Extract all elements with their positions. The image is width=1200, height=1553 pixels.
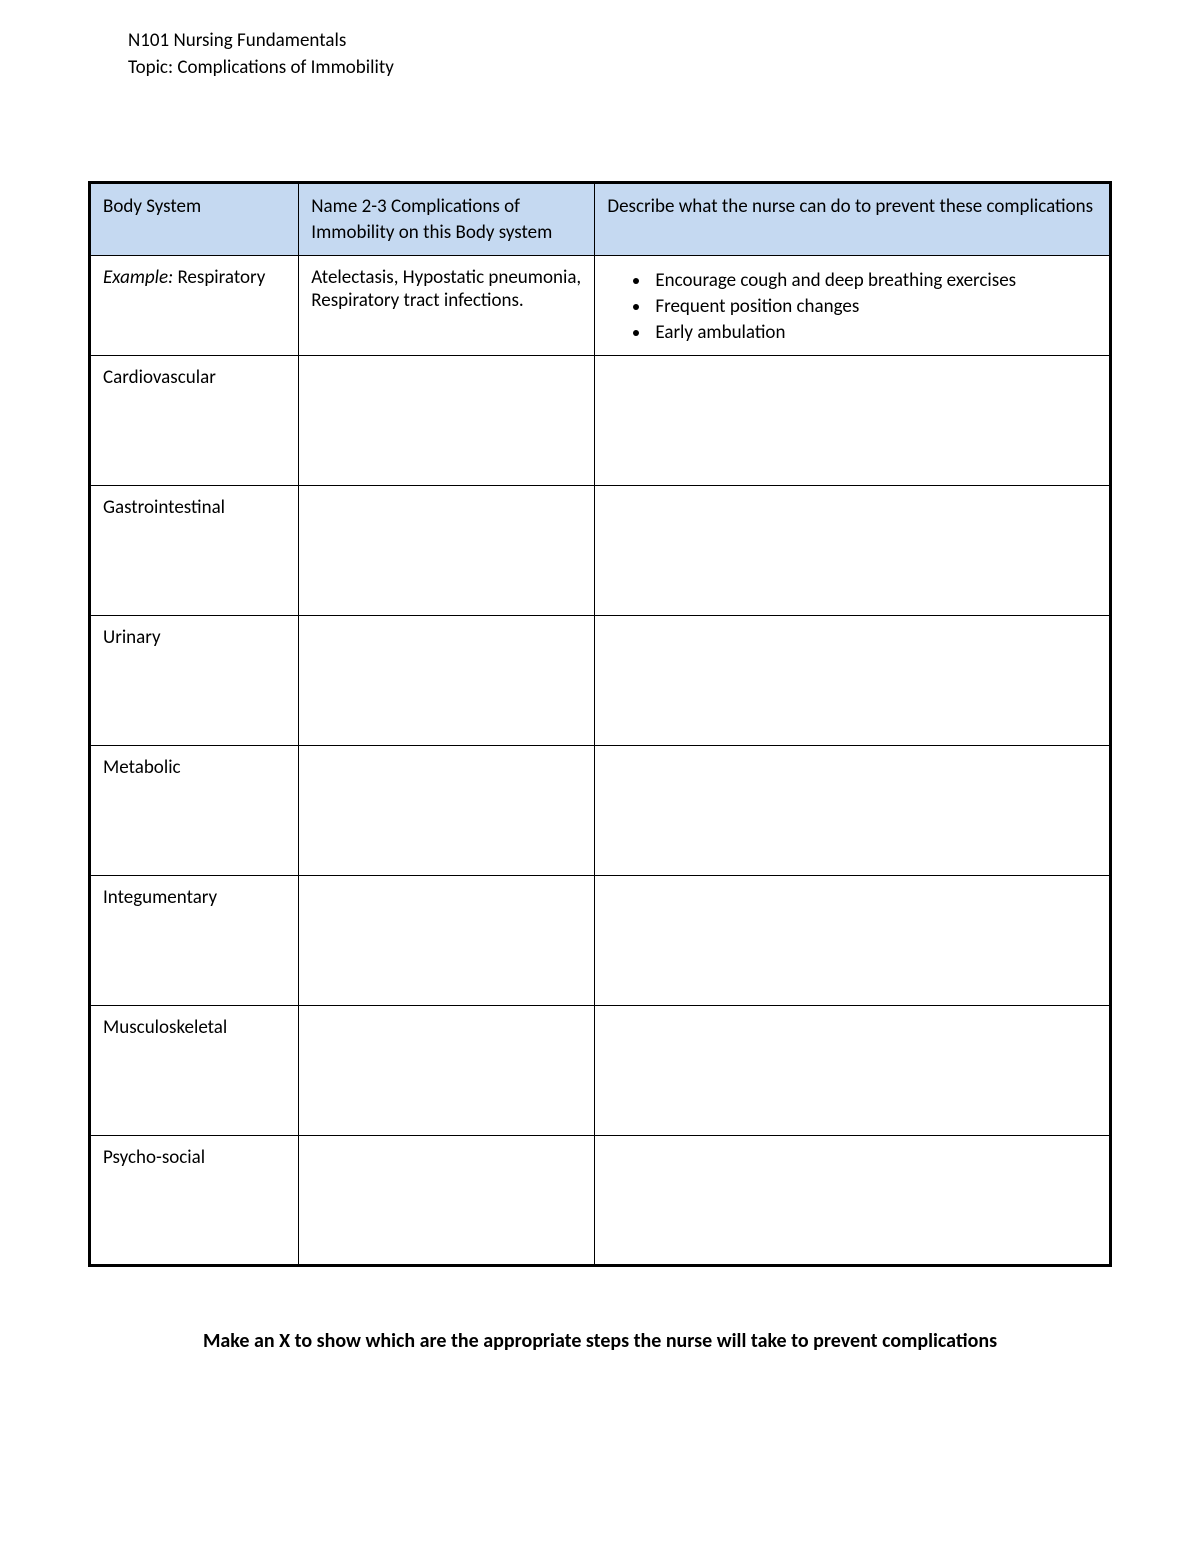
table-row: Psycho-social: [90, 1136, 1111, 1266]
col-header-prevention: Describe what the nurse can do to preven…: [595, 183, 1111, 256]
cell-complications: [299, 876, 595, 1006]
course-title: N101 Nursing Fundamentals: [128, 28, 1200, 55]
topic-title: Topic: Complications of Immobility: [128, 55, 1200, 82]
document-header: N101 Nursing Fundamentals Topic: Complic…: [128, 28, 1200, 81]
cell-prevention: [595, 876, 1111, 1006]
table-row: Metabolic: [90, 746, 1111, 876]
col-header-complications: Name 2-3 Complications of Immobility on …: [299, 183, 595, 256]
cell-prevention: [595, 1136, 1111, 1266]
prevention-item: Frequent position changes: [651, 294, 1097, 320]
table-row: Urinary: [90, 616, 1111, 746]
cell-complications: [299, 486, 595, 616]
cell-prevention: Encourage cough and deep breathing exerc…: [595, 256, 1111, 356]
prevention-list: Encourage cough and deep breathing exerc…: [607, 268, 1097, 345]
prevention-item: Encourage cough and deep breathing exerc…: [651, 268, 1097, 294]
cell-prevention: [595, 616, 1111, 746]
example-prefix: Example:: [103, 266, 177, 289]
cell-body-system: Example: Respiratory: [90, 256, 299, 356]
footer-instruction: Make an X to show which are the appropri…: [0, 1329, 1200, 1353]
cell-body-system: Integumentary: [90, 876, 299, 1006]
cell-prevention: [595, 356, 1111, 486]
cell-prevention: [595, 486, 1111, 616]
cell-body-system: Psycho-social: [90, 1136, 299, 1266]
table-header-row: Body System Name 2-3 Complications of Im…: [90, 183, 1111, 256]
table-row: Example: RespiratoryAtelectasis, Hyposta…: [90, 256, 1111, 356]
table-row: Musculoskeletal: [90, 1006, 1111, 1136]
cell-complications: [299, 1006, 595, 1136]
prevention-item: Early ambulation: [651, 320, 1097, 346]
worksheet-table-container: Body System Name 2-3 Complications of Im…: [88, 181, 1112, 1267]
cell-complications: [299, 746, 595, 876]
table-row: Gastrointestinal: [90, 486, 1111, 616]
cell-complications: Atelectasis, Hypostatic pneumonia, Respi…: [299, 256, 595, 356]
worksheet-table: Body System Name 2-3 Complications of Im…: [88, 181, 1112, 1267]
cell-complications: [299, 616, 595, 746]
cell-complications: [299, 1136, 595, 1266]
cell-body-system: Gastrointestinal: [90, 486, 299, 616]
table-row: Cardiovascular: [90, 356, 1111, 486]
table-row: Integumentary: [90, 876, 1111, 1006]
cell-body-system: Cardiovascular: [90, 356, 299, 486]
body-system-name: Respiratory: [177, 266, 265, 289]
cell-prevention: [595, 1006, 1111, 1136]
cell-body-system: Musculoskeletal: [90, 1006, 299, 1136]
cell-body-system: Metabolic: [90, 746, 299, 876]
col-header-body-system: Body System: [90, 183, 299, 256]
cell-complications: [299, 356, 595, 486]
cell-body-system: Urinary: [90, 616, 299, 746]
cell-prevention: [595, 746, 1111, 876]
